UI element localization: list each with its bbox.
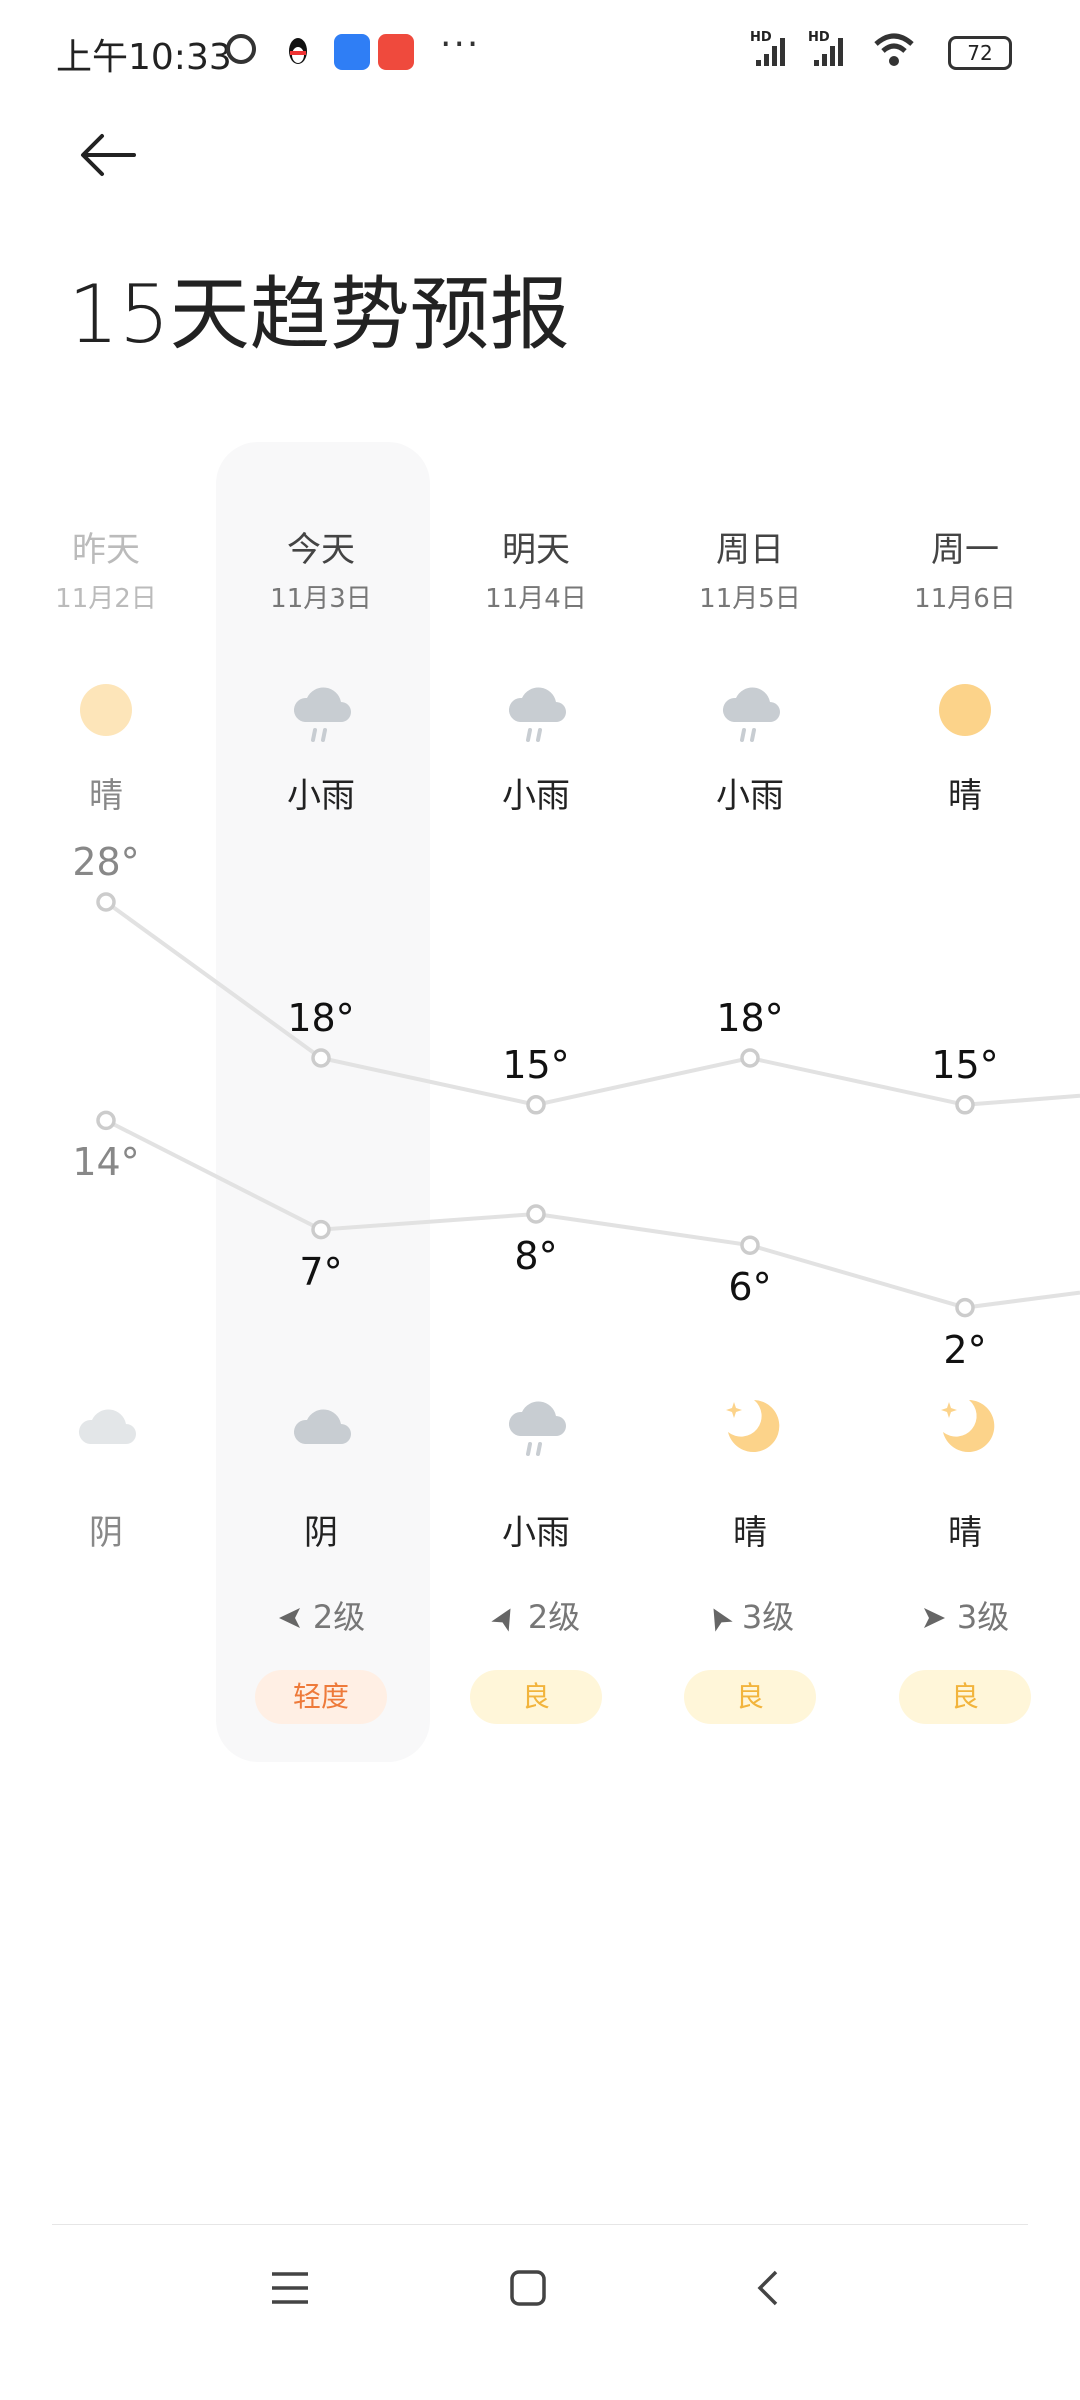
high-temp-label: 18° (716, 996, 784, 1040)
high-temp-point (740, 1048, 760, 1068)
aqi-badge: 良 (684, 1670, 816, 1724)
temperature-chart (96, 892, 1080, 1318)
day-condition: 晴 (89, 776, 123, 816)
app-notification-icon (334, 34, 370, 70)
day-name: 周一 (931, 530, 999, 570)
aqi-badge: 轻度 (255, 1670, 387, 1724)
cloud-icon (76, 1394, 136, 1454)
day-date: 11月4日 (485, 584, 587, 614)
menu-icon (272, 2272, 308, 2304)
wind-level: 3级 (858, 1592, 1072, 1638)
day-condition: 晴 (948, 776, 982, 816)
wind-direction-icon (491, 1608, 511, 1632)
status-time: 上午10:33 (56, 37, 232, 78)
nav-divider (52, 2224, 1028, 2225)
night-condition: 晴 (733, 1513, 767, 1553)
qq-app-icon (280, 34, 316, 70)
rain-cloud-icon (720, 680, 780, 742)
app-notification-icon (378, 34, 414, 70)
high-temp-label: 15° (931, 1042, 999, 1087)
day-date: 11月6日 (914, 584, 1016, 614)
home-button[interactable] (498, 2258, 558, 2318)
low-temp-label: 2° (943, 1327, 987, 1372)
day-condition: 小雨 (287, 776, 355, 816)
menu-button[interactable] (260, 2258, 320, 2318)
high-temp-label: 15° (502, 1042, 570, 1087)
wind-direction-icon (713, 1608, 733, 1632)
low-temp-label: 7° (299, 1249, 343, 1294)
chevron-left-icon (757, 2270, 778, 2306)
day-date: 11月3日 (270, 584, 372, 614)
sun-icon (76, 680, 136, 740)
high-temp-label: 28° (72, 840, 140, 884)
more-notifications-icon: ··· (440, 24, 481, 65)
arrow-left-icon (81, 134, 136, 176)
aqi-badge: 良 (470, 1670, 602, 1724)
low-temp-point (96, 1110, 116, 1131)
low-temp-label: 8° (514, 1234, 558, 1278)
high-temp-point (311, 1048, 331, 1068)
rain-cloud-icon (506, 1394, 566, 1456)
high-temp-point (526, 1095, 546, 1115)
low-temp-label: 14° (72, 1140, 140, 1185)
night-condition: 阴 (304, 1513, 338, 1553)
day-date: 11月2日 (55, 584, 157, 614)
battery-indicator: 72 (948, 36, 1012, 70)
day-condition: 小雨 (502, 776, 570, 816)
high-temp-point (96, 892, 116, 912)
low-temp-label: 6° (728, 1265, 772, 1310)
page-title: 15天趋势预报 (68, 268, 570, 361)
low-temp-point (526, 1204, 546, 1224)
rain-cloud-icon (291, 680, 351, 742)
high-temp-line-continuation (964, 1093, 1080, 1107)
moon-icon (720, 1394, 780, 1454)
wind-level: 3级 (643, 1592, 857, 1638)
wifi-icon (872, 32, 916, 72)
night-condition: 小雨 (502, 1513, 570, 1553)
day-name: 明天 (502, 530, 570, 570)
status-bar: 上午10:33 ··· HD HD 72 (0, 0, 1080, 105)
high-temp-label: 18° (287, 996, 355, 1040)
night-condition: 阴 (89, 1513, 123, 1553)
low-temp-point (311, 1219, 331, 1240)
aqi-badge: 良 (899, 1670, 1031, 1724)
sun-icon (935, 680, 995, 740)
high-temp-point (955, 1095, 975, 1115)
wind-direction-icon (278, 1608, 300, 1628)
low-temp-line-continuation (964, 1290, 1080, 1310)
night-condition: 晴 (948, 1513, 982, 1553)
wind-level: 2级 (429, 1592, 643, 1638)
cloud-icon (291, 1394, 351, 1454)
home-square-icon (510, 2270, 546, 2306)
day-condition: 小雨 (716, 776, 784, 816)
moon-icon (935, 1394, 995, 1454)
wind-level: 2级 (214, 1592, 428, 1638)
day-name: 周日 (716, 530, 784, 570)
today-highlight (216, 442, 430, 1762)
alarm-icon (226, 34, 256, 64)
rain-cloud-icon (506, 680, 566, 742)
day-date: 11月5日 (699, 584, 801, 614)
low-temp-point (955, 1297, 975, 1318)
day-name: 昨天 (72, 530, 140, 570)
back-button[interactable] (78, 130, 138, 180)
wind-direction-icon (923, 1608, 945, 1628)
day-name: 今天 (287, 530, 355, 570)
system-back-button[interactable] (738, 2258, 798, 2318)
low-temp-point (740, 1235, 760, 1255)
